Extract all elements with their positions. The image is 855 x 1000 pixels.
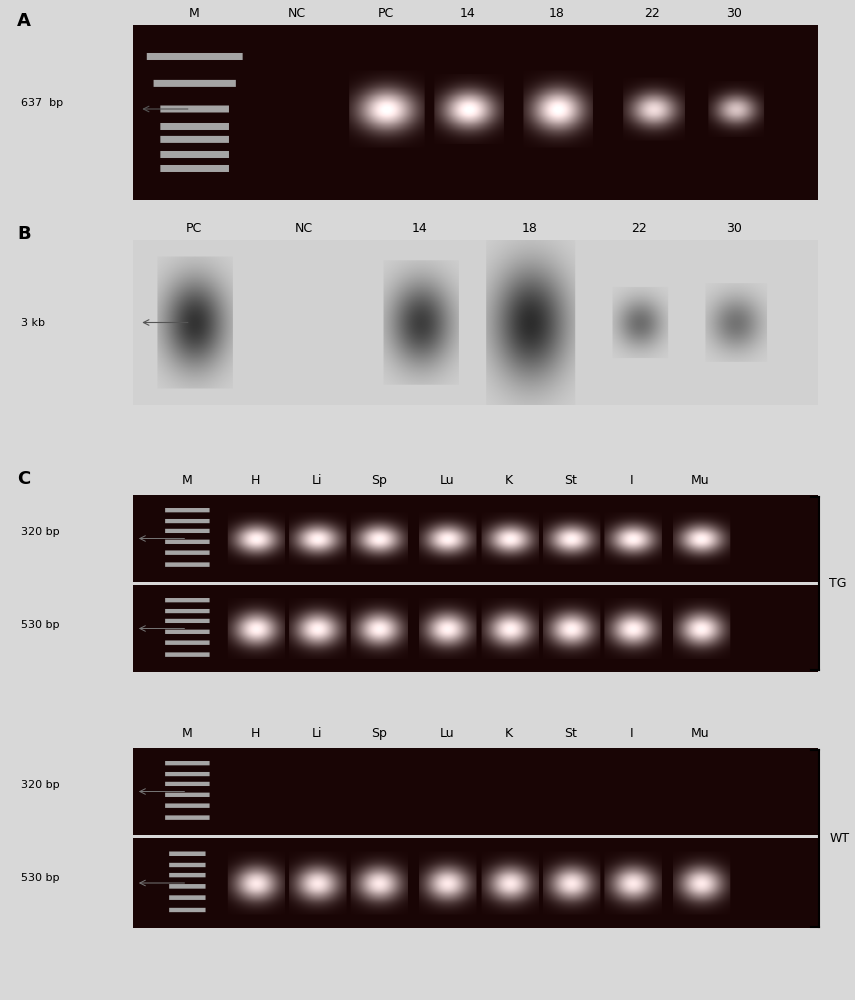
- Text: 30: 30: [727, 222, 742, 235]
- Text: Mu: Mu: [691, 474, 710, 487]
- Text: 30: 30: [727, 7, 742, 20]
- Text: TG: TG: [829, 577, 846, 590]
- Text: PC: PC: [377, 7, 394, 20]
- Text: M: M: [189, 7, 199, 20]
- Text: Sp: Sp: [371, 474, 386, 487]
- Text: H: H: [251, 474, 260, 487]
- Text: NC: NC: [287, 7, 306, 20]
- Text: 14: 14: [412, 222, 428, 235]
- Text: 22: 22: [645, 7, 660, 20]
- Text: B: B: [17, 225, 31, 243]
- Text: 637  bp: 637 bp: [21, 98, 63, 107]
- Text: St: St: [563, 727, 577, 740]
- Text: 14: 14: [460, 7, 475, 20]
- Text: St: St: [563, 474, 577, 487]
- Text: NC: NC: [294, 222, 313, 235]
- Text: C: C: [17, 470, 30, 488]
- Text: Lu: Lu: [439, 474, 455, 487]
- Text: 530 bp: 530 bp: [21, 873, 60, 883]
- Text: K: K: [504, 727, 513, 740]
- Text: I: I: [630, 474, 634, 487]
- Text: Li: Li: [312, 727, 322, 740]
- Text: I: I: [630, 727, 634, 740]
- Text: H: H: [251, 727, 260, 740]
- Text: A: A: [17, 12, 31, 30]
- Text: 18: 18: [549, 7, 564, 20]
- Text: PC: PC: [186, 222, 203, 235]
- Text: M: M: [182, 474, 192, 487]
- Text: Li: Li: [312, 474, 322, 487]
- Text: Sp: Sp: [371, 727, 386, 740]
- Text: 18: 18: [522, 222, 537, 235]
- Text: Lu: Lu: [439, 727, 455, 740]
- Text: M: M: [182, 727, 192, 740]
- Text: 320 bp: 320 bp: [21, 780, 60, 790]
- Text: WT: WT: [829, 832, 850, 845]
- Text: 22: 22: [631, 222, 646, 235]
- Text: 3 kb: 3 kb: [21, 318, 45, 328]
- Text: K: K: [504, 474, 513, 487]
- Text: 530 bp: 530 bp: [21, 620, 60, 630]
- Text: Mu: Mu: [691, 727, 710, 740]
- Text: 320 bp: 320 bp: [21, 527, 60, 537]
